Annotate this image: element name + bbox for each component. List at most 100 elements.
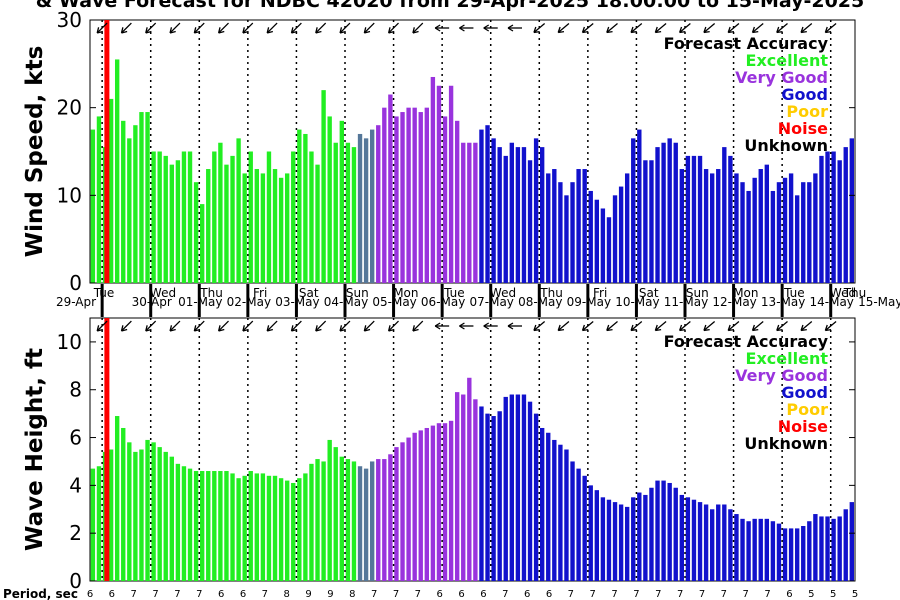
wave-direction-arrow [459,322,474,330]
arrow-head [533,26,540,34]
wind-bar [612,195,618,283]
wave-bar [248,471,253,581]
wave-bar [564,449,569,581]
wind-bar [139,112,144,283]
wave-bar [388,454,393,581]
wave-bar [509,394,514,581]
wave-bar [418,430,423,581]
wind-bar [303,133,308,283]
wind-direction-arrow [193,22,205,34]
wave-y-axis-label: Wave Height, ft [22,348,48,551]
wave-direction-arrow [193,320,205,332]
wave-direction-arrow [654,321,667,332]
wind-bar [491,138,496,283]
wave-bar [236,478,241,581]
arrow-head [557,324,565,332]
period-value-label: 5 [852,589,858,600]
day-axis: Tue29-AprWed30-AprThu01-MayFri02-MaySat0… [56,284,900,317]
wind-bar [382,107,387,284]
wave-bar [801,526,806,581]
wind-bar [722,147,727,283]
arrow-head [315,325,322,332]
wind-direction-arrow [242,22,254,34]
wave-bar [491,416,496,581]
arrow-shaft [193,22,205,34]
arrow-head [290,27,298,34]
wind-bar [406,107,411,284]
wind-bar [151,151,156,283]
wave-bar [454,392,460,581]
arrow-head [581,26,589,34]
arrow-shaft [654,23,667,33]
wave-bar [752,518,757,581]
wind-bar [794,195,800,283]
wave-bar [546,432,551,581]
wave-bar [187,468,193,581]
arrow-shaft [121,320,132,332]
wind-bar [831,151,836,283]
wave-bar [533,413,539,581]
arrow-head [387,27,395,34]
period-value-label: 7 [699,589,705,600]
wind-bar [533,138,539,283]
arrow-shaft [800,321,813,331]
wave-plot-frame [89,317,856,582]
wave-bar [782,528,788,581]
arrow-head [483,322,490,330]
wave-bar [345,459,351,581]
wave-bar [624,506,630,581]
wave-direction-arrow [776,321,788,332]
day-weekday-label: Mon [733,286,758,300]
wave-now-marker [104,318,110,581]
wave-bar [90,468,96,581]
arrow-head [266,325,274,332]
wave-bar [357,466,363,581]
wave-bar [600,497,606,581]
wave-bar [527,401,533,581]
arrow-head [776,324,783,332]
wave-bar [467,377,472,581]
wave-direction-arrow [290,320,302,332]
wind-bar [108,98,114,284]
wave-bar [400,442,405,581]
wave-bar [139,449,144,581]
arrow-shaft [630,321,643,331]
wind-bar [212,151,217,283]
wind-bar [90,129,96,283]
arrow-shaft [388,320,399,332]
wave-bar [291,482,296,581]
wind-legend-entry: Excellent [746,51,829,70]
wave-bar [552,439,557,581]
wave-bar [442,423,448,581]
wind-bar [716,169,721,283]
wind-bar [521,147,527,283]
arrow-shaft [218,320,229,332]
wind-bar [776,182,782,283]
arrow-head [606,26,613,34]
wind-bar [242,173,247,283]
period-value-label: 7 [568,589,574,600]
wind-bar [157,151,162,283]
wind-bar [321,90,326,283]
wind-bar [284,173,290,283]
wind-direction-arrow [606,23,618,34]
wind-bar [552,169,557,283]
arrow-shaft [145,22,157,34]
wind-bar [230,155,235,283]
wave-direction-arrow [266,320,278,332]
wind-direction-arrow [751,23,764,34]
arrow-shaft [630,23,643,33]
wind-direction-arrow [679,23,691,34]
wave-direction-arrow [800,321,813,332]
arrow-shaft [557,23,570,33]
wind-bar [461,142,466,283]
wave-bar [807,521,812,581]
wind-bar [248,151,253,283]
wave-direction-arrow [339,320,351,332]
arrow-shaft [776,23,788,33]
wind-legend-heading: Forecast Accuracy [664,34,829,53]
period-value-label: 7 [655,589,661,600]
wind-bar [236,138,241,283]
wind-bar [254,169,259,283]
wind-bar [436,85,442,283]
